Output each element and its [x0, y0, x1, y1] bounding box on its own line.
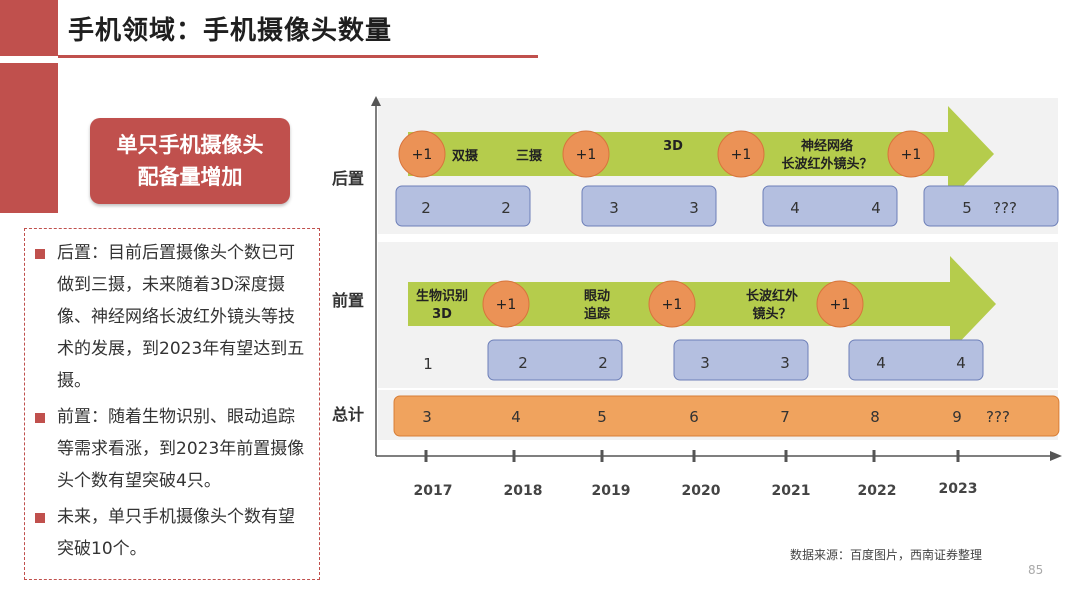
plus-one-label: +1 [731, 147, 752, 163]
x-axis-arrowhead [1050, 451, 1062, 461]
rear-stage-triple: 三摄 [516, 148, 543, 164]
row-label-total: 总计 [332, 405, 364, 424]
rear-count-box [762, 185, 898, 227]
total-count-2019: 5 [597, 408, 607, 426]
front-plus-one: +1 +1 +1 [482, 280, 864, 328]
page-title: 手机领域：手机摄像头数量 [68, 16, 393, 46]
rear-stage-neural: 神经网络 [801, 138, 853, 154]
title-underline [58, 55, 538, 58]
rear-count-2017: 2 [421, 199, 431, 217]
front-stage-eye: 眼动 [584, 289, 610, 304]
y-axis-arrowhead [371, 96, 381, 106]
total-bar [393, 395, 1060, 437]
front-stage-3d: 3D [432, 307, 452, 322]
plus-one-label: +1 [901, 147, 922, 163]
rear-count-unknown: ??? [993, 199, 1017, 217]
note-front: 前置：随着生物识别、眼动追踪等需求看涨，到2023年前置摄像头个数有望突破4只。 [35, 401, 311, 497]
plus-one-circle [482, 280, 530, 328]
front-count-2017: 1 [423, 355, 433, 373]
year-label-2020: 2020 [682, 483, 721, 499]
side-accent-bar [0, 63, 58, 213]
front-stage-infrared: 长波红外 [746, 288, 798, 304]
rear-count-2023: 5 [962, 199, 972, 217]
front-stage-tracking: 追踪 [584, 306, 610, 322]
front-stage-lens: 镜头？ [752, 306, 791, 322]
plus-one-label: +1 [830, 297, 851, 313]
page-number: 85 [1028, 563, 1044, 577]
note-future: 未来，单只手机摄像头个数有望突破10个。 [35, 501, 311, 565]
note-rear: 后置：目前后置摄像头个数已可做到三摄，未来随着3D深度摄像、神经网络长波红外镜头… [35, 237, 311, 397]
plus-one-circle [887, 130, 935, 178]
total-count-2018: 4 [511, 408, 521, 426]
plus-one-circle [562, 130, 610, 178]
front-count-box [848, 339, 984, 381]
rear-count-2022: 4 [871, 199, 881, 217]
year-label-2018: 2018 [504, 483, 543, 499]
rear-count-box [923, 185, 1059, 227]
rear-stage-3d: 3D [663, 139, 683, 154]
plus-one-circle [816, 280, 864, 328]
title-accent-bar [0, 0, 58, 56]
rear-plus-one: +1 +1 +1 +1 [398, 130, 935, 178]
plus-one-circle [398, 130, 446, 178]
total-count-2021: 7 [780, 408, 790, 426]
summary-badge: 单只手机摄像头配备量增加 [90, 118, 290, 204]
total-count-2022: 8 [870, 408, 880, 426]
year-label-2023: 2023 [939, 481, 978, 497]
front-count-2019: 2 [598, 354, 608, 372]
rear-count-2018: 2 [501, 199, 511, 217]
year-label-2022: 2022 [858, 483, 897, 499]
total-count-unknown: ??? [986, 408, 1010, 426]
year-label-2019: 2019 [592, 483, 631, 499]
rear-count-box [395, 185, 531, 227]
plus-one-circle [717, 130, 765, 178]
row-label-rear: 后置 [332, 169, 364, 188]
front-count-2018: 2 [518, 354, 528, 372]
rear-arrow [408, 106, 994, 202]
rear-stage-dual: 双摄 [452, 148, 479, 164]
front-count-box [673, 339, 809, 381]
year-label-2017: 2017 [414, 483, 453, 499]
front-count-2021: 3 [780, 354, 790, 372]
total-count-2017: 3 [422, 408, 432, 426]
total-count-2023: 9 [952, 408, 962, 426]
front-count-2022: 4 [876, 354, 886, 372]
camera-timeline-diagram: 后置 前置 总计 +1 +1 +1 +1 双摄 三摄 3D 神经网络 长波红外镜… [330, 92, 1070, 512]
total-count-2020: 6 [689, 408, 699, 426]
plus-one-label: +1 [412, 147, 433, 163]
rear-count-box [581, 185, 717, 227]
front-count-box [487, 339, 623, 381]
row-label-front: 前置 [332, 291, 364, 310]
rear-stage-infrared: 长波红外镜头？ [781, 156, 872, 172]
front-stage-biometric: 生物识别 [416, 288, 468, 304]
notes-box: 后置：目前后置摄像头个数已可做到三摄，未来随着3D深度摄像、神经网络长波红外镜头… [24, 228, 320, 580]
rear-count-2021: 4 [790, 199, 800, 217]
year-ticks [424, 450, 960, 462]
year-label-2021: 2021 [772, 483, 811, 499]
front-count-2020: 3 [700, 354, 710, 372]
summary-badge-text: 单只手机摄像头配备量增加 [116, 133, 264, 189]
rear-count-2020: 3 [689, 199, 699, 217]
plus-one-label: +1 [662, 297, 683, 313]
plus-one-label: +1 [496, 297, 517, 313]
plus-one-label: +1 [576, 147, 597, 163]
front-count-2023: 4 [956, 354, 966, 372]
rear-count-2019: 3 [609, 199, 619, 217]
source-note: 数据来源：百度图片，西南证券整理 [790, 548, 983, 562]
plus-one-circle [648, 280, 696, 328]
front-arrow [408, 256, 996, 352]
